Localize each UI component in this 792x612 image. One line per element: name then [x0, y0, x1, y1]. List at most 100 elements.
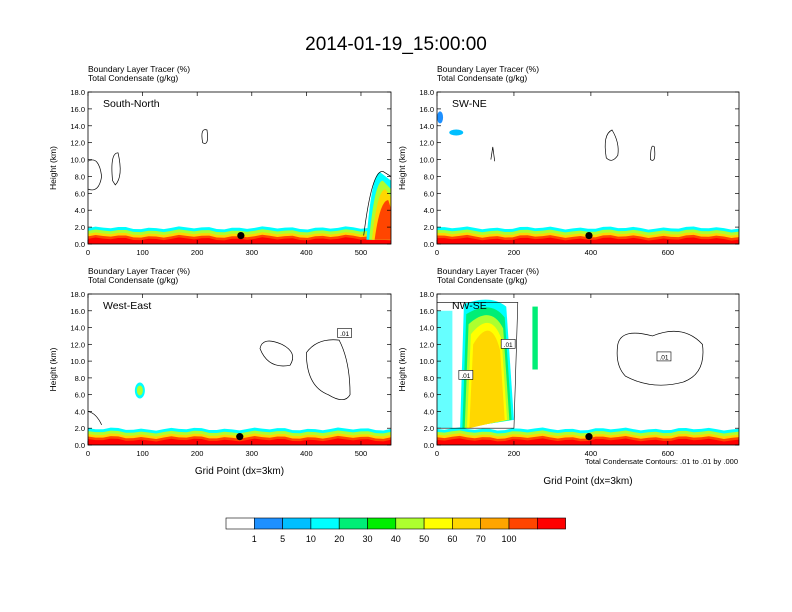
- colorbar-swatch: [423, 517, 453, 530]
- contour-label-box: [500, 339, 516, 349]
- panel-header-line: Boundary Layer Tracer (%): [437, 266, 539, 276]
- panel-west-east: Boundary Layer Tracer (%)Total Condensat…: [48, 266, 392, 477]
- colorbar-label: 20: [334, 534, 344, 544]
- x-tick-label: 500: [355, 248, 368, 257]
- condensate-contour: [88, 411, 102, 426]
- y-tick-label: 10.0: [70, 156, 85, 165]
- condensate-contour: [437, 302, 519, 429]
- y-tick-label: 12.0: [419, 139, 434, 148]
- y-tick-label: 16.0: [419, 307, 434, 316]
- plot-frame: [87, 293, 392, 446]
- contour-label-box: [656, 351, 672, 362]
- x-tick-label: 300: [246, 248, 259, 257]
- colorbar-label: 5: [280, 534, 285, 544]
- y-tick-label: 0.0: [424, 240, 434, 249]
- y-tick-label: 6.0: [75, 391, 85, 400]
- x-tick-label: 0: [86, 248, 90, 257]
- x-tick-label: 0: [435, 248, 439, 257]
- y-tick-label: 12.0: [70, 139, 85, 148]
- x-tick-label: 600: [662, 248, 675, 257]
- colorbar-label: 60: [447, 534, 457, 544]
- condensate-contour: [306, 339, 351, 401]
- tracer-band: [437, 237, 739, 244]
- x-tick-label: 200: [508, 248, 521, 257]
- colorbar-label: 100: [501, 534, 516, 544]
- x-axis-label: Grid Point (dx=3km): [195, 466, 284, 477]
- y-tick-label: 12.0: [70, 340, 85, 349]
- x-tick-label: 200: [508, 449, 521, 458]
- contour-label: .01: [659, 354, 668, 361]
- colorbar-label: 40: [391, 534, 401, 544]
- colorbar-swatch: [508, 517, 538, 530]
- panel-label: NW-SE: [452, 300, 487, 312]
- colorbar-swatch: [338, 517, 368, 530]
- y-tick-label: 0.0: [75, 240, 85, 249]
- colorbar: 1 5 10 20 30 40 50 60 70 100: [225, 517, 566, 544]
- condensate-contour: [201, 129, 208, 144]
- location-marker: [585, 231, 593, 240]
- panel-nw-se: Boundary Layer Tracer (%) Total Condensat…: [397, 266, 740, 487]
- y-axis-label: Height (km): [48, 347, 58, 391]
- plot-area: [437, 111, 739, 244]
- panel-south-north: Boundary Layer Tracer (%)Total Condensat…: [48, 64, 392, 257]
- y-tick-label: 10.0: [419, 156, 434, 165]
- y-tick-label: 14.0: [70, 122, 85, 131]
- x-tick-label: 400: [300, 449, 313, 458]
- location-marker: [236, 433, 244, 441]
- tracer-patch: [437, 111, 444, 124]
- location-marker: [237, 231, 245, 240]
- tracer-plume: [374, 200, 391, 240]
- colorbar-swatch: [282, 517, 312, 530]
- y-tick-label: 8.0: [75, 172, 85, 181]
- y-tick-label: 10.0: [70, 357, 85, 366]
- panel-header-line: Boundary Layer Tracer (%): [437, 64, 539, 74]
- y-tick-label: 16.0: [419, 105, 434, 114]
- y-tick-label: 6.0: [424, 391, 434, 400]
- colorbar-swatch: [536, 517, 566, 530]
- y-tick-label: 18.0: [419, 88, 434, 97]
- y-tick-label: 10.0: [419, 357, 434, 366]
- x-tick-label: 200: [191, 248, 204, 257]
- colorbar-swatch: [310, 517, 340, 530]
- tracer-column: [469, 330, 505, 429]
- x-tick-label: 400: [585, 449, 598, 458]
- y-tick-label: 4.0: [424, 206, 434, 215]
- y-tick-label: 2.0: [424, 223, 434, 232]
- y-tick-label: 18.0: [70, 290, 85, 299]
- x-axis-label: Grid Point (dx=3km): [543, 476, 632, 487]
- colorbar-label: 70: [476, 534, 486, 544]
- y-tick-label: 0.0: [424, 441, 434, 450]
- y-tick-label: 0.0: [75, 441, 85, 450]
- x-tick-label: 200: [191, 449, 204, 458]
- x-tick-label: 300: [246, 449, 259, 458]
- tracer-patch: [449, 129, 464, 136]
- y-tick-label: 8.0: [424, 172, 434, 181]
- y-tick-label: 4.0: [75, 407, 85, 416]
- contour-label: .01: [340, 331, 349, 338]
- y-tick-label: 8.0: [424, 374, 434, 383]
- location-marker: [585, 433, 593, 441]
- contour-footnote: Total Condensate Contours: .01 to .01 by…: [585, 457, 738, 466]
- panel-label: SW-NE: [452, 98, 487, 110]
- y-tick-label: 6.0: [424, 189, 434, 198]
- y-tick-label: 2.0: [75, 223, 85, 232]
- y-tick-label: 14.0: [70, 324, 85, 333]
- panel-header-line: Boundary Layer Tracer (%): [88, 64, 190, 74]
- y-tick-label: 2.0: [424, 424, 434, 433]
- contour-label-box: [458, 370, 474, 380]
- y-tick-label: 4.0: [424, 407, 434, 416]
- condensate-contour: [88, 159, 103, 191]
- y-tick-label: 16.0: [70, 105, 85, 114]
- contour-label: .01: [504, 342, 513, 349]
- y-axis-label: Height (km): [48, 146, 58, 190]
- panel-label: West-East: [103, 300, 151, 312]
- panel-header-line: Total Condensate (g/kg): [88, 275, 178, 285]
- panel-header-line: Boundary Layer Tracer (%): [88, 266, 190, 276]
- tracer-column: [532, 306, 538, 370]
- plot-area: [88, 339, 391, 445]
- y-tick-label: 14.0: [419, 122, 434, 131]
- tracer-column: [437, 310, 453, 429]
- panel-header-line: Total Condensate (g/kg): [88, 73, 178, 83]
- y-tick-label: 14.0: [419, 324, 434, 333]
